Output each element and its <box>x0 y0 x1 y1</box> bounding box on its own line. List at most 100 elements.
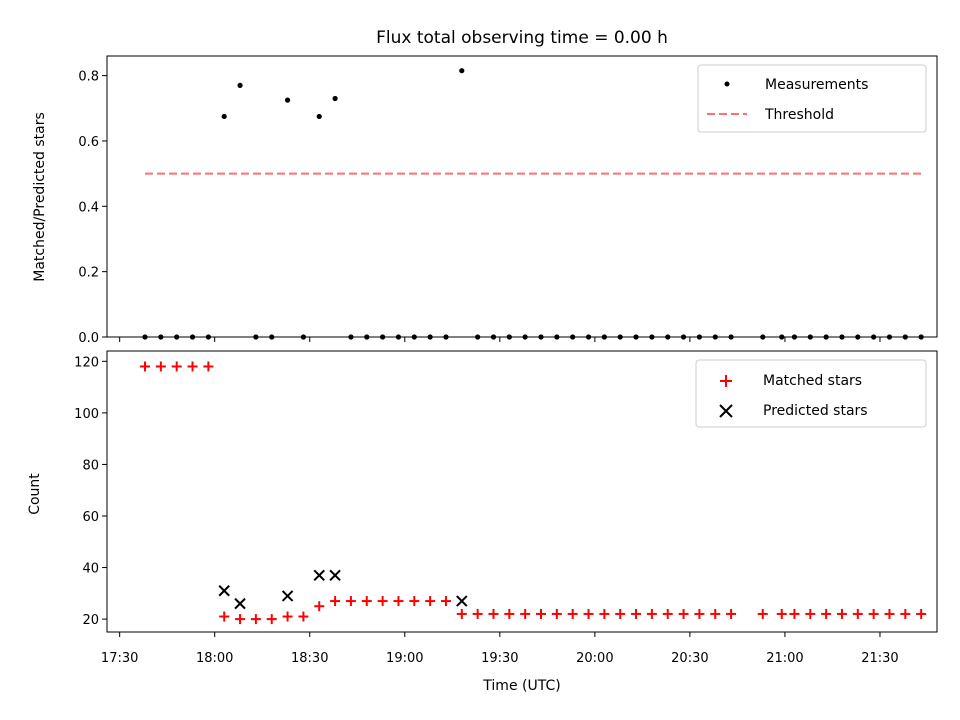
measurement-point <box>601 334 607 340</box>
x-tick-label: 18:00 <box>196 651 233 666</box>
measurement-point <box>665 334 671 340</box>
top-y-axis-label: Matched/Predicted stars <box>32 112 48 282</box>
matched-stars-point <box>504 608 515 619</box>
measurement-point <box>871 334 877 340</box>
measurement-point <box>886 334 893 340</box>
bottom-x-axis: 17:30 18:00 18:30 19:00 19:30 20:00 20:30 21:00… <box>101 632 899 666</box>
measurement-point <box>237 82 243 89</box>
top-legend: Measurements Threshold <box>697 64 927 133</box>
measurement-point <box>490 334 497 340</box>
matched-stars-point <box>393 596 404 607</box>
measurement-point <box>506 334 512 340</box>
top-y-axis: 0.0 0.2 0.4 0.6 0.8 <box>78 70 107 346</box>
y-tick-label: 20 <box>82 613 99 628</box>
legend-measurements-label: Measurements <box>765 77 868 93</box>
measurement-point <box>839 334 845 340</box>
y-tick-label: 120 <box>74 355 99 370</box>
measurement-point <box>174 334 180 340</box>
bottom-y-axis: 20 40 60 80 100 120 <box>74 355 107 628</box>
predicted-stars-point <box>281 590 294 602</box>
legend-measurements-marker <box>724 81 730 87</box>
matched-stars-point <box>836 608 847 619</box>
matched-stars-point <box>646 608 657 619</box>
measurement-point <box>221 113 227 120</box>
x-tick-label: 19:00 <box>386 651 423 666</box>
predicted-stars-point <box>234 597 246 610</box>
matched-stars-point <box>266 614 277 625</box>
y-tick-label: 0.8 <box>78 70 99 85</box>
matched-stars-point <box>409 596 420 607</box>
measurement-point <box>459 68 465 74</box>
bottom-plot-frame <box>106 350 938 633</box>
x-tick-label: 20:00 <box>576 651 613 666</box>
measurement-point <box>189 334 196 340</box>
measurement-point <box>395 334 402 340</box>
measurement-point <box>807 334 813 340</box>
matched-stars-point <box>662 608 673 619</box>
y-tick-label: 60 <box>82 510 99 525</box>
top-x-axis <box>119 337 881 342</box>
legend-predicted-label: Predicted stars <box>763 403 868 419</box>
measurement-point <box>522 334 528 340</box>
matched-stars-point <box>776 608 787 619</box>
predicted-stars-point <box>456 595 468 607</box>
measurement-point <box>633 334 639 340</box>
measurement-point <box>649 334 655 340</box>
measurement-point <box>284 97 291 103</box>
y-tick-label: 100 <box>74 407 99 422</box>
matched-stars-point <box>694 608 705 619</box>
predicted-stars-point <box>313 569 325 581</box>
measurement-point <box>443 334 449 340</box>
measurement-point <box>300 334 307 340</box>
x-tick-label: 21:30 <box>861 651 898 666</box>
legend-matched-marker <box>720 375 732 387</box>
bottom-legend: Matched stars Predicted stars <box>695 359 927 428</box>
matched-stars-point <box>488 608 499 619</box>
measurement-point <box>158 334 164 340</box>
x-tick-label: 19:30 <box>481 651 518 666</box>
matched-stars-point <box>140 361 151 372</box>
matched-stars-point <box>567 608 578 619</box>
predicted-stars-point <box>218 585 230 597</box>
top-plot-frame <box>106 55 938 338</box>
matched-stars-point <box>472 608 483 619</box>
matched-stars-point <box>377 596 388 607</box>
matched-stars-point <box>235 614 246 625</box>
matched-stars-point <box>821 608 832 619</box>
y-tick-label: 80 <box>82 458 99 473</box>
measurement-point <box>554 334 560 340</box>
matched-stars-point <box>440 596 451 607</box>
measurement-point <box>902 334 908 340</box>
bottom-y-axis-label: Count <box>27 473 43 515</box>
bottom-x-axis-label: Time (UTC) <box>482 678 560 694</box>
x-tick-label: 21:00 <box>766 651 803 666</box>
measurement-point <box>585 334 592 340</box>
measurement-point <box>475 334 481 340</box>
top-legend-box <box>697 64 927 133</box>
y-tick-label: 0.4 <box>78 200 99 215</box>
matched-stars-point <box>757 608 768 619</box>
matched-stars-point <box>868 608 879 619</box>
measurement-point <box>332 95 338 102</box>
matched-stars-point <box>314 601 325 612</box>
matched-stars-point <box>425 596 436 607</box>
top-series-layer <box>142 68 924 340</box>
matched-stars-point <box>219 611 230 622</box>
matched-stars-point <box>345 596 356 607</box>
measurement-point <box>411 334 417 340</box>
top-panel: 0.00.20.40.60.8 Matched/Predicted stars … <box>32 55 938 346</box>
measurement-point <box>680 334 687 340</box>
x-tick-label: 17:30 <box>101 651 138 666</box>
measurement-point <box>791 334 798 340</box>
matched-stars-point <box>536 608 547 619</box>
matched-stars-point <box>187 361 198 372</box>
legend-predicted-marker <box>719 404 733 418</box>
measurement-point <box>760 334 766 340</box>
y-tick-label: 0.6 <box>78 135 99 150</box>
measurement-point <box>142 334 148 340</box>
matched-stars-point <box>852 608 863 619</box>
measurement-point <box>316 113 322 120</box>
matched-stars-point <box>884 608 895 619</box>
matched-stars-point <box>330 596 341 607</box>
